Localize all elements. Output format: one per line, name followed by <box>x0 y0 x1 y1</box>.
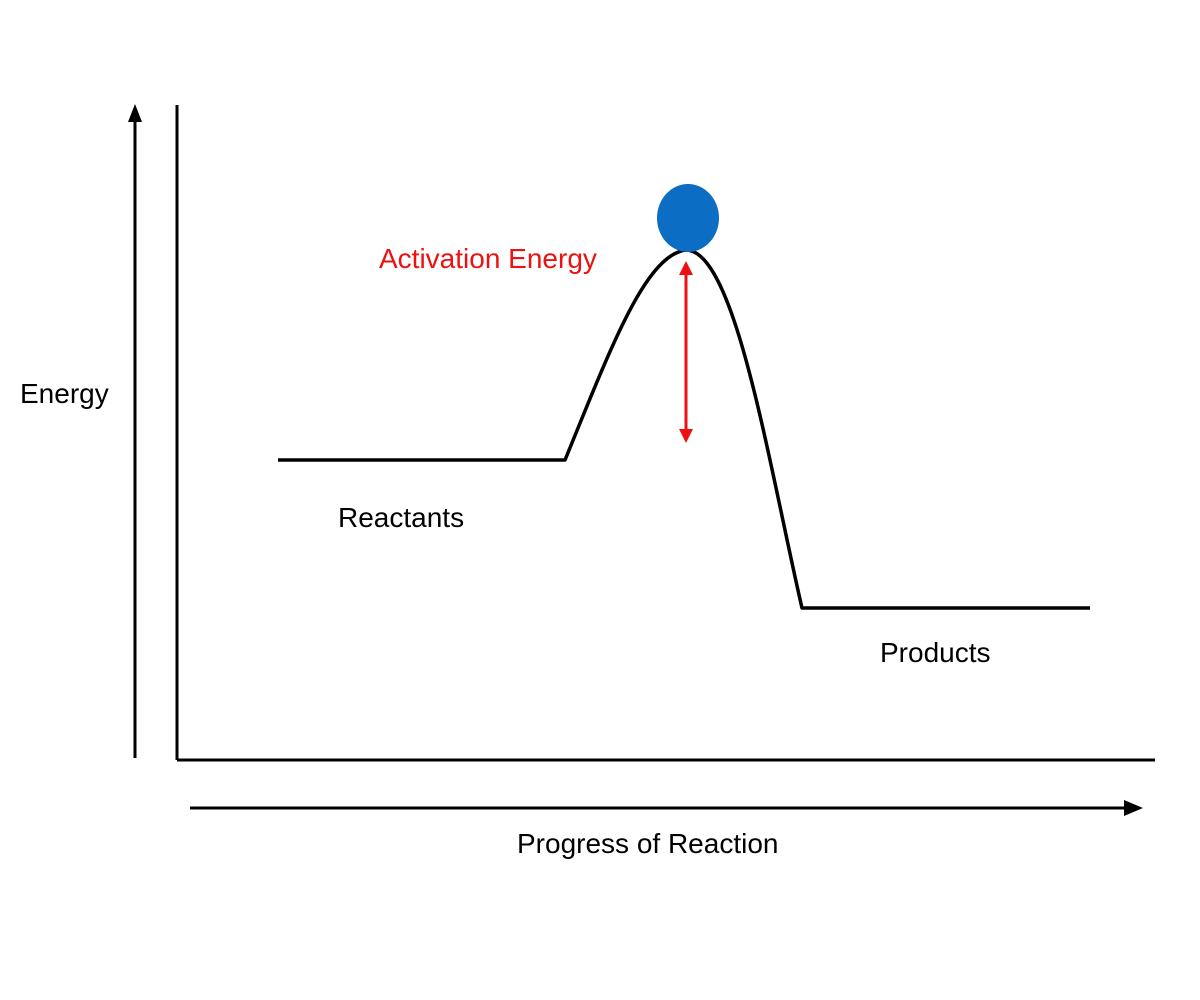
x-axis-arrow <box>190 800 1143 816</box>
x-axis-label: Progress of Reaction <box>517 828 778 859</box>
reactants-label: Reactants <box>338 502 464 533</box>
activation-energy-label: Activation Energy <box>379 243 597 274</box>
products-label: Products <box>880 637 991 668</box>
y-axis-label: Energy <box>20 378 109 409</box>
energy-curve <box>278 248 1090 610</box>
transition-state-ball <box>657 184 719 252</box>
y-axis-arrow <box>128 104 142 758</box>
